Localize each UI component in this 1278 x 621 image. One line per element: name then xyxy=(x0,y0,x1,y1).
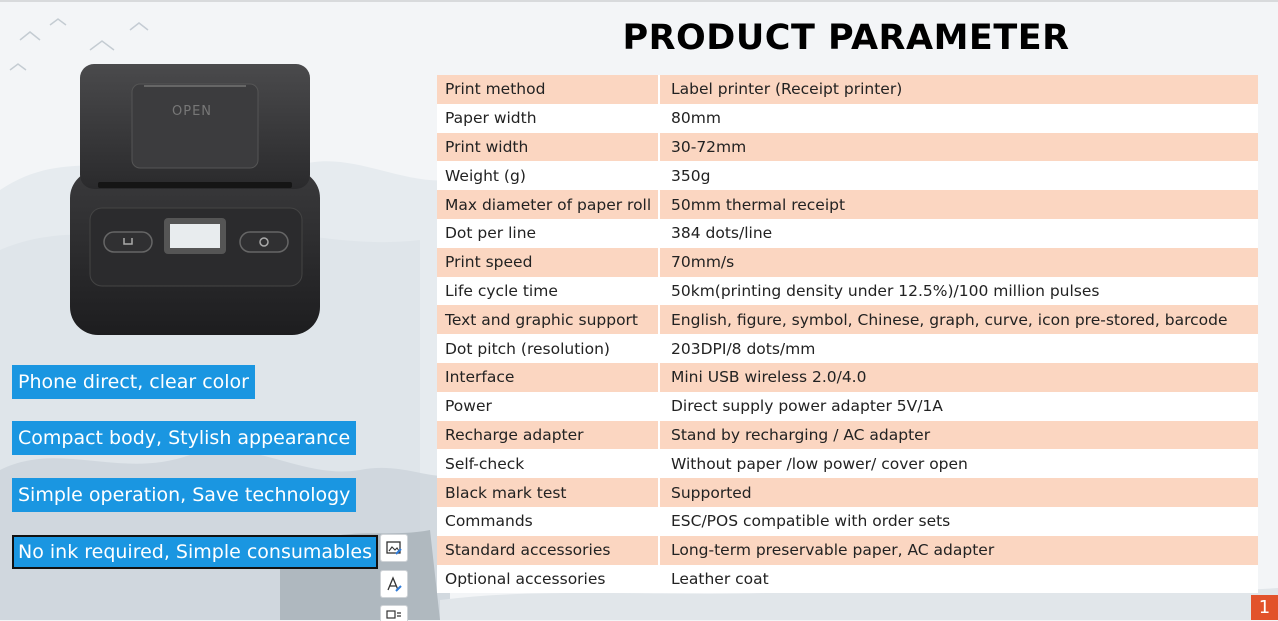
image-edit-icon xyxy=(386,541,402,555)
parameter-name: Print speed xyxy=(437,247,659,277)
text-style-icon xyxy=(387,576,402,592)
table-row: Text and graphic support English, figure,… xyxy=(437,305,1258,335)
page-title: PRODUCT PARAMETER xyxy=(622,18,1070,58)
layout-button[interactable] xyxy=(380,605,408,621)
parameter-name: Dot pitch (resolution) xyxy=(437,334,659,363)
table-row: Recharge adapter Stand by recharging / AC… xyxy=(437,420,1258,450)
parameter-value: 350g xyxy=(658,161,1258,191)
parameter-value: 50mm thermal receipt xyxy=(658,190,1258,219)
feature-label-no-ink[interactable]: No ink required, Simple consumables xyxy=(12,535,378,569)
parameter-value: Without paper /low power/ cover open xyxy=(658,449,1258,479)
table-row: Life cycle time 50km(printing density und… xyxy=(437,276,1258,306)
parameter-name: Paper width xyxy=(437,103,659,133)
parameter-value: ESC/POS compatible with order sets xyxy=(658,506,1258,536)
table-row: Optional accessories Leather coat xyxy=(437,564,1258,594)
parameter-value: Mini USB wireless 2.0/4.0 xyxy=(658,362,1258,392)
table-row: Black mark test Supported xyxy=(437,478,1258,507)
page-number-badge: 1 xyxy=(1251,595,1278,620)
feature-label-phone-direct[interactable]: Phone direct, clear color xyxy=(12,365,255,399)
table-row: Print width 30-72mm xyxy=(437,132,1258,162)
feature-label-simple-operation[interactable]: Simple operation, Save technology xyxy=(12,478,357,512)
parameter-value: 70mm/s xyxy=(658,247,1258,277)
parameter-name: Weight (g) xyxy=(437,161,659,191)
top-border xyxy=(0,0,1278,2)
feature-label-compact-body[interactable]: Compact body, Stylish appearance xyxy=(12,421,357,455)
parameter-table: Print method Label printer (Receipt print… xyxy=(437,75,1258,594)
parameter-value: Long-term preservable paper, AC adapter xyxy=(658,535,1258,565)
parameter-name: Max diameter of paper roll xyxy=(437,190,659,219)
parameter-name: Black mark test xyxy=(437,478,659,507)
table-row: Self-check Without paper /low power/ cove… xyxy=(437,449,1258,479)
table-row: Dot pitch (resolution) 203DPI/8 dots/mm xyxy=(437,334,1258,363)
parameter-name: Commands xyxy=(437,506,659,536)
parameter-name: Text and graphic support xyxy=(437,305,659,335)
parameter-value: Label printer (Receipt printer) xyxy=(658,75,1258,104)
parameter-name: Print method xyxy=(437,75,659,104)
table-row: Interface Mini USB wireless 2.0/4.0 xyxy=(437,362,1258,392)
printer-image: OPEN xyxy=(68,60,324,338)
parameter-value: 384 dots/line xyxy=(658,218,1258,248)
parameter-value: Supported xyxy=(658,478,1258,507)
table-row: Print speed 70mm/s xyxy=(437,247,1258,277)
table-row: Power Direct supply power adapter 5V/1A xyxy=(437,391,1258,421)
table-row: Paper width 80mm xyxy=(437,103,1258,133)
parameter-value: 30-72mm xyxy=(658,132,1258,162)
table-row: Weight (g) 350g xyxy=(437,161,1258,191)
table-row: Standard accessories Long-term preservabl… xyxy=(437,535,1258,565)
parameter-value: Stand by recharging / AC adapter xyxy=(658,420,1258,450)
table-row: Max diameter of paper roll 50mm thermal r… xyxy=(437,190,1258,219)
parameter-value: 50km(printing density under 12.5%)/100 m… xyxy=(658,276,1258,306)
image-edit-button[interactable] xyxy=(380,534,408,562)
parameter-name: Life cycle time xyxy=(437,276,659,306)
parameter-name: Recharge adapter xyxy=(437,420,659,450)
parameter-name: Self-check xyxy=(437,449,659,479)
table-row: Dot per line 384 dots/line xyxy=(437,218,1258,248)
parameter-name: Dot per line xyxy=(437,218,659,248)
parameter-value: Leather coat xyxy=(658,564,1258,594)
parameter-value: 203DPI/8 dots/mm xyxy=(658,334,1258,363)
table-row: Print method Label printer (Receipt print… xyxy=(437,75,1258,104)
parameter-value: Direct supply power adapter 5V/1A xyxy=(658,391,1258,421)
parameter-name: Standard accessories xyxy=(437,535,659,565)
printer-open-label: OPEN xyxy=(172,104,213,119)
parameter-name: Power xyxy=(437,391,659,421)
text-style-button[interactable] xyxy=(380,570,408,598)
parameter-name: Optional accessories xyxy=(437,564,659,594)
parameter-name: Interface xyxy=(437,362,659,392)
parameter-value: 80mm xyxy=(658,103,1258,133)
parameter-value: English, figure, symbol, Chinese, graph,… xyxy=(658,305,1258,335)
parameter-name: Print width xyxy=(437,132,659,162)
table-row: Commands ESC/POS compatible with order se… xyxy=(437,506,1258,536)
layout-icon xyxy=(386,609,401,619)
